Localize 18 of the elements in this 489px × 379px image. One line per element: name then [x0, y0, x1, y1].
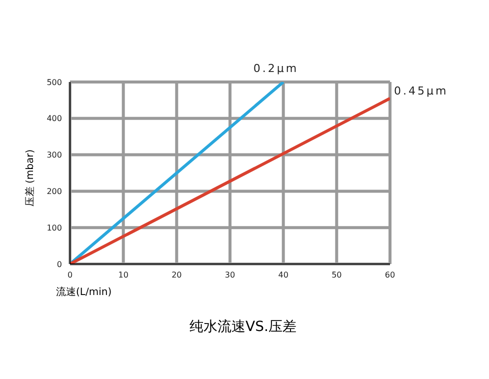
y-tick-label: 100: [46, 223, 62, 232]
x-tick-label: 0: [67, 270, 73, 280]
y-tick-label: 200: [46, 187, 62, 196]
text: 纯水流速VS.压差: [188, 318, 298, 336]
y-tick-label: 0: [56, 260, 62, 269]
y-tick-label: 500: [46, 78, 62, 87]
x-tick-label: 30: [224, 270, 236, 280]
y-axis-title: 压差 (mbar): [24, 149, 37, 207]
x-tick-label: 40: [278, 270, 288, 280]
x-tick-label: 20: [172, 270, 182, 280]
x-tick-label: 60: [384, 270, 396, 280]
y-tick-label: 300: [46, 150, 62, 160]
x-tick-label: 10: [118, 270, 128, 280]
series-label: 0.2μm: [253, 62, 299, 75]
x-tick-label: 50: [332, 270, 342, 280]
x-axis-title: 流速(L/min): [56, 286, 112, 299]
series-label: 0.45μm: [394, 84, 448, 98]
y-tick-label: 400: [46, 114, 62, 124]
